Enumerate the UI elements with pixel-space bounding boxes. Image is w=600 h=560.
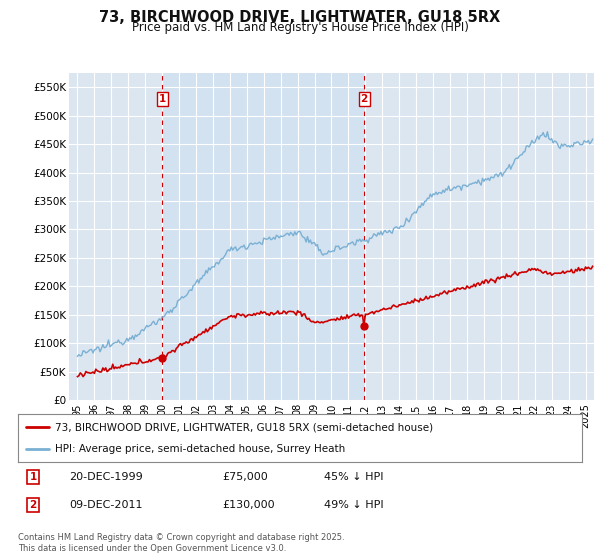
Text: 73, BIRCHWOOD DRIVE, LIGHTWATER, GU18 5RX (semi-detached house): 73, BIRCHWOOD DRIVE, LIGHTWATER, GU18 5R… bbox=[55, 422, 433, 432]
Text: 09-DEC-2011: 09-DEC-2011 bbox=[69, 500, 143, 510]
Text: 20-DEC-1999: 20-DEC-1999 bbox=[69, 472, 143, 482]
Text: £130,000: £130,000 bbox=[222, 500, 275, 510]
Text: Price paid vs. HM Land Registry's House Price Index (HPI): Price paid vs. HM Land Registry's House … bbox=[131, 21, 469, 34]
Text: 1: 1 bbox=[158, 94, 166, 104]
Text: 2: 2 bbox=[361, 94, 368, 104]
Text: HPI: Average price, semi-detached house, Surrey Heath: HPI: Average price, semi-detached house,… bbox=[55, 444, 345, 454]
Text: Contains HM Land Registry data © Crown copyright and database right 2025.
This d: Contains HM Land Registry data © Crown c… bbox=[18, 533, 344, 553]
Text: 49% ↓ HPI: 49% ↓ HPI bbox=[324, 500, 383, 510]
Text: 1: 1 bbox=[29, 472, 37, 482]
Bar bbox=[162, 73, 364, 400]
Text: £75,000: £75,000 bbox=[222, 472, 268, 482]
Text: 73, BIRCHWOOD DRIVE, LIGHTWATER, GU18 5RX: 73, BIRCHWOOD DRIVE, LIGHTWATER, GU18 5R… bbox=[100, 10, 500, 25]
Text: 45% ↓ HPI: 45% ↓ HPI bbox=[324, 472, 383, 482]
Text: 2: 2 bbox=[29, 500, 37, 510]
